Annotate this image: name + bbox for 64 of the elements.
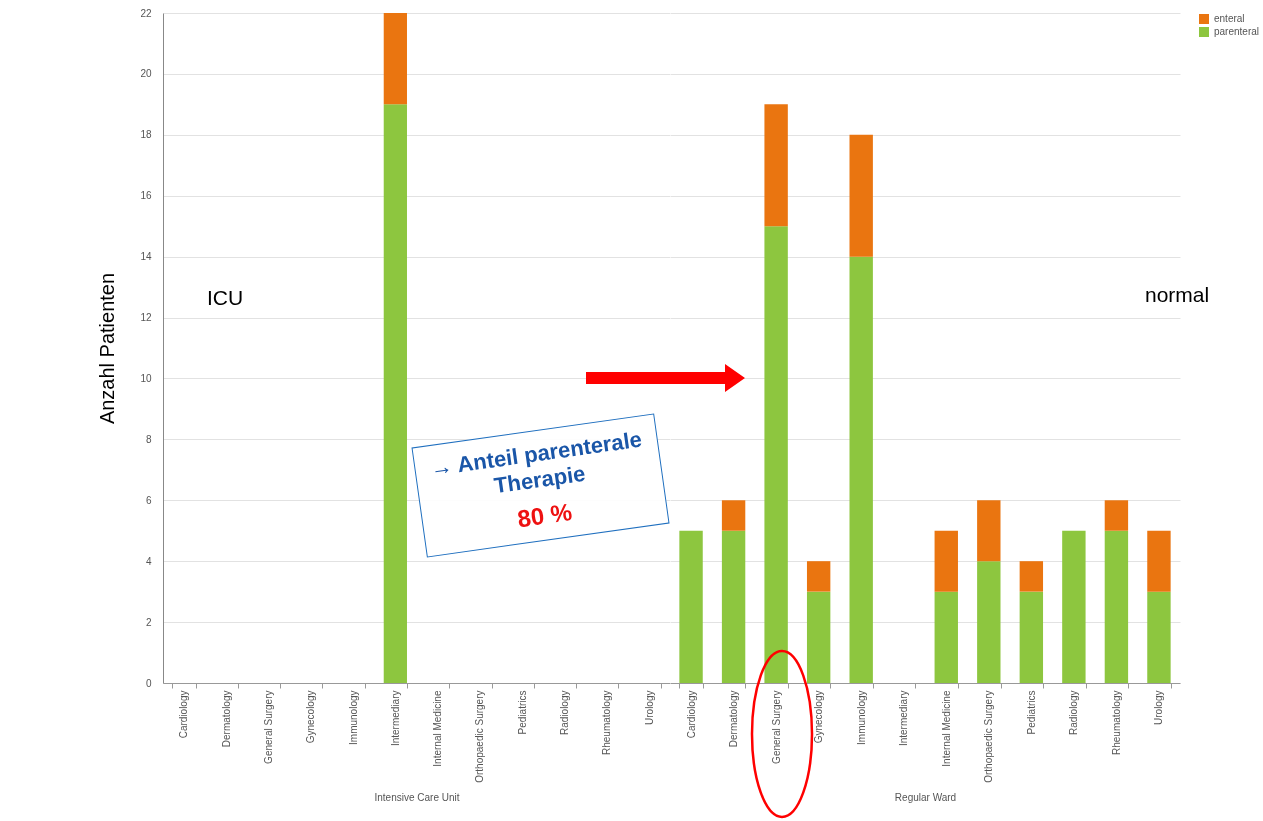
callout-box: → Anteil parenterale Therapie 80 % [411, 413, 670, 558]
y-tick-label: 4 [145, 555, 152, 567]
x-tick-label: Urology [643, 690, 655, 725]
bar [806, 591, 831, 683]
bar [764, 226, 788, 683]
x-tick-label: Orthopaedic Surgery [474, 690, 486, 783]
bar [1147, 591, 1171, 683]
y-tick-label: 2 [145, 616, 152, 628]
x-tick-label: Gynecology [305, 690, 317, 744]
x-tick-label: Immunology [347, 690, 359, 745]
bar [1147, 530, 1171, 592]
y-tick-label: 14 [140, 251, 152, 263]
x-tick-label: Internal Medicine [940, 690, 952, 767]
bar [1104, 530, 1129, 683]
bar [764, 104, 788, 227]
bar [977, 500, 1001, 562]
x-tick-label: Urology [1153, 690, 1165, 725]
y-tick-label: 10 [140, 372, 152, 384]
x-tick-label: General Surgery [263, 690, 274, 764]
x-tick-label: General Surgery [770, 690, 782, 764]
x-tick-label: Gynecology [813, 690, 825, 744]
x-tick-label: Radiology [559, 690, 570, 735]
bar [934, 530, 958, 592]
x-tick-label: Internal Medicine [432, 690, 444, 767]
bar [934, 591, 958, 683]
x-tick-label: Immunology [855, 690, 867, 745]
bar [849, 134, 873, 257]
annotation: normal [1145, 283, 1210, 307]
x-tick-label: Intermediary [389, 690, 401, 747]
bar [1019, 591, 1044, 683]
y-tick-label: 6 [145, 494, 152, 506]
x-axis-title: Intensive Care Unit [374, 791, 460, 803]
y-tick-label: 12 [140, 312, 152, 324]
bar [977, 561, 1001, 683]
y-tick-label: 20 [140, 68, 152, 80]
x-tick-label: Rheumatology [1110, 690, 1122, 755]
y-tick-label: 0 [145, 677, 152, 689]
y-tick-label: 8 [145, 433, 152, 445]
legend-label: enteral [1214, 13, 1245, 24]
bar [806, 561, 831, 592]
bar [1104, 500, 1129, 531]
bar [721, 530, 746, 683]
x-tick-label: Rheumatology [601, 690, 613, 755]
x-tick-label: Pediatrics [1025, 690, 1037, 735]
x-tick-label: Dermatology [220, 690, 232, 748]
bar [1062, 530, 1086, 683]
x-axis-title: Regular Ward [894, 791, 957, 803]
bar [721, 500, 746, 531]
y-tick-label: 22 [140, 7, 152, 19]
y-tick-label: 16 [140, 190, 152, 202]
x-tick-label: Orthopaedic Surgery [983, 690, 995, 783]
x-tick-label: Radiology [1068, 690, 1080, 735]
bar [679, 530, 703, 683]
bar [1019, 561, 1044, 592]
x-tick-label: Cardiology [178, 690, 190, 739]
y-axis-title: Anzahl Patienten [96, 272, 119, 425]
y-tick-label: 18 [140, 129, 152, 141]
annotation: ICU [207, 286, 244, 310]
x-tick-label: Dermatology [728, 690, 740, 748]
bar [849, 256, 873, 683]
x-tick-label: Pediatrics [516, 690, 528, 735]
x-tick-label: Cardiology [685, 690, 697, 739]
legend-label: parenteral [1214, 26, 1260, 37]
x-tick-label: Intermediary [898, 690, 910, 747]
